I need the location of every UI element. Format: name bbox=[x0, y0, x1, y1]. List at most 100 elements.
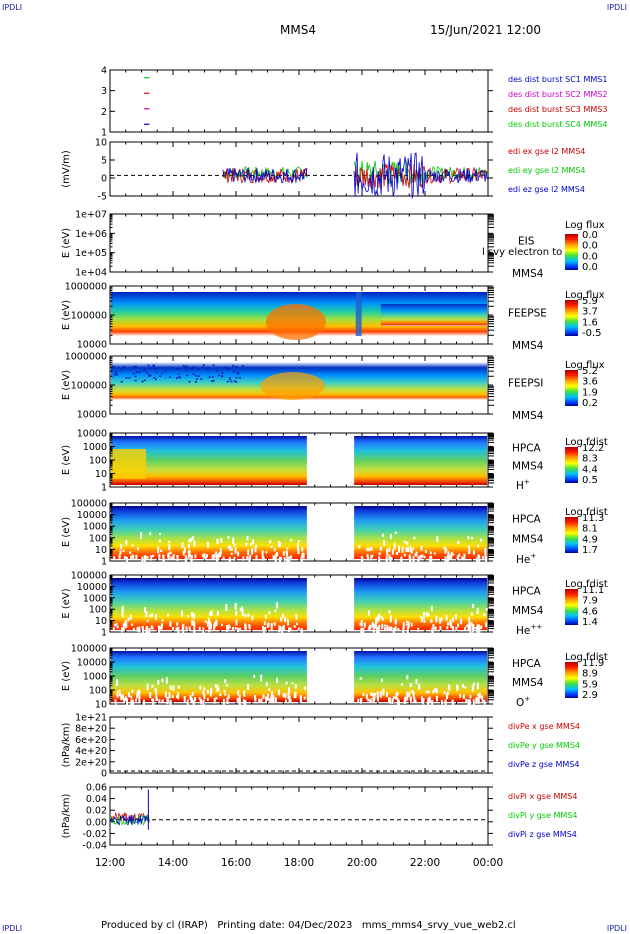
spectrogram-pixel bbox=[279, 556, 282, 564]
spectrogram-pixel bbox=[377, 613, 380, 620]
spectrogram-pixel bbox=[198, 697, 201, 700]
spectrogram-pixel bbox=[448, 684, 451, 691]
spectrogram-pixel bbox=[264, 614, 267, 619]
colorbar-tick-label: 8.3 bbox=[582, 454, 598, 465]
spectrogram-pixel bbox=[206, 542, 209, 548]
spectrogram-pixel bbox=[222, 556, 225, 560]
spectrogram-pixel bbox=[254, 545, 257, 553]
spectrogram-pixel bbox=[171, 556, 174, 561]
spectrogram-pixel bbox=[129, 615, 132, 620]
spectrogram-pixel bbox=[244, 614, 247, 618]
spectrogram-pixel bbox=[465, 624, 468, 627]
spectrogram-pixel bbox=[212, 379, 215, 382]
spectrogram-pixel bbox=[357, 698, 360, 704]
spectrogram-pixel bbox=[136, 627, 139, 632]
spectrogram-pixel bbox=[157, 546, 160, 554]
spectrogram-pixel bbox=[144, 368, 147, 370]
spectrogram-pixel bbox=[146, 556, 149, 559]
spectrogram-pixel bbox=[456, 686, 459, 690]
spectrogram-pixel bbox=[452, 553, 455, 556]
spectrogram-pixel bbox=[422, 616, 425, 620]
spectrogram-feature bbox=[380, 304, 487, 326]
spectrogram-pixel bbox=[123, 697, 126, 704]
spectrogram-pixel bbox=[211, 376, 214, 378]
spectrogram-pixel bbox=[446, 691, 449, 696]
spectrogram-pixel bbox=[248, 625, 251, 630]
spectrogram-pixel bbox=[431, 699, 434, 705]
spectrogram-pixel bbox=[211, 380, 214, 383]
spectrogram-pixel bbox=[464, 686, 467, 689]
spectrogram-pixel bbox=[247, 549, 250, 556]
spectrogram-pixel bbox=[431, 627, 434, 634]
spectrogram-pixel bbox=[392, 696, 395, 699]
spectrogram-pixel bbox=[186, 699, 189, 705]
spectrogram-pixel bbox=[383, 627, 386, 630]
spectrogram-pixel bbox=[485, 556, 488, 563]
spectrogram-pixel bbox=[120, 381, 123, 383]
spectrogram-pixel bbox=[381, 623, 384, 630]
spectrogram-pixel bbox=[297, 548, 300, 554]
spectrogram-pixel bbox=[288, 695, 291, 699]
spectrogram-pixel bbox=[406, 541, 409, 546]
spectrogram-pixel bbox=[400, 556, 403, 560]
spectrogram-pixel bbox=[190, 697, 193, 702]
spectrogram-pixel bbox=[143, 555, 146, 562]
colorbar-tick-label: 3.7 bbox=[582, 307, 598, 318]
y-tick-label: 1000000 bbox=[65, 352, 107, 363]
spectrogram-pixel bbox=[386, 548, 389, 556]
spectrogram-pixel bbox=[251, 617, 254, 621]
legend-entry: edi ex gse l2 MMS4 bbox=[508, 147, 585, 156]
spectrogram-pixel bbox=[136, 690, 139, 696]
spectrogram-pixel bbox=[480, 625, 483, 629]
y-tick-label: 2 bbox=[101, 107, 107, 118]
spectrogram-pixel bbox=[230, 380, 233, 383]
spectrogram-pixel bbox=[271, 695, 274, 700]
spectrogram-pixel bbox=[210, 610, 213, 617]
spectrogram-pixel bbox=[193, 625, 196, 633]
spectrogram-pixel bbox=[169, 685, 172, 691]
spectrogram-pixel bbox=[390, 556, 393, 560]
legend-entry: des dist burst SC1 MMS1 bbox=[508, 75, 607, 84]
spectrogram-pixel bbox=[301, 547, 304, 552]
spectrogram-pixel bbox=[226, 368, 229, 370]
spectrogram-pixel bbox=[234, 603, 237, 610]
spectrogram-pixel bbox=[148, 628, 151, 634]
spectrogram-pixel bbox=[138, 689, 141, 696]
spectrogram-pixel bbox=[171, 695, 174, 699]
spectrogram-pixel bbox=[284, 693, 287, 699]
spectrogram-pixel bbox=[425, 690, 428, 694]
spectrogram-pixel bbox=[125, 540, 128, 546]
spectrogram-pixel bbox=[472, 550, 475, 555]
spectrogram-pixel bbox=[244, 699, 247, 707]
spectrogram-pixel bbox=[271, 691, 274, 698]
spectrogram-pixel bbox=[178, 376, 181, 378]
spectrogram-pixel bbox=[422, 698, 425, 705]
spectrogram-pixel bbox=[415, 553, 418, 557]
spectrogram-pixel bbox=[135, 554, 138, 560]
spectrogram-pixel bbox=[251, 615, 254, 618]
panel-divpi: 0.060.040.020.00-0.02-0.04 (nPa/km) divPi … bbox=[61, 783, 577, 852]
spectrogram-pixel bbox=[282, 551, 285, 556]
spectrogram-pixel bbox=[378, 552, 381, 556]
spectrogram-pixel bbox=[375, 627, 378, 633]
x-tick-label: 22:00 bbox=[410, 857, 440, 869]
spectrogram-pixel bbox=[395, 697, 398, 700]
spectrogram-pixel bbox=[261, 550, 264, 558]
spectrogram-pixel bbox=[224, 693, 227, 696]
spectrogram-pixel bbox=[216, 554, 219, 562]
y-tick-label: 1 bbox=[101, 128, 107, 139]
spectrogram-pixel bbox=[284, 616, 287, 623]
spectrogram-pixel bbox=[238, 694, 241, 701]
spectrogram-pixel bbox=[419, 555, 422, 558]
spectrogram-pixel bbox=[233, 543, 236, 547]
spectrogram-pixel bbox=[191, 619, 194, 626]
spectrogram-pixel bbox=[412, 556, 415, 563]
spectrogram-pixel bbox=[150, 555, 153, 561]
spectrogram-pixel bbox=[167, 613, 170, 617]
spectrogram-pixel bbox=[277, 540, 280, 548]
y-axis-label: E (eV) bbox=[61, 370, 72, 400]
spectrogram-pixel bbox=[268, 611, 271, 615]
spectrogram-pixel bbox=[132, 627, 135, 632]
spectrogram-pixel bbox=[151, 698, 154, 702]
spectrogram-pixel bbox=[274, 697, 277, 704]
